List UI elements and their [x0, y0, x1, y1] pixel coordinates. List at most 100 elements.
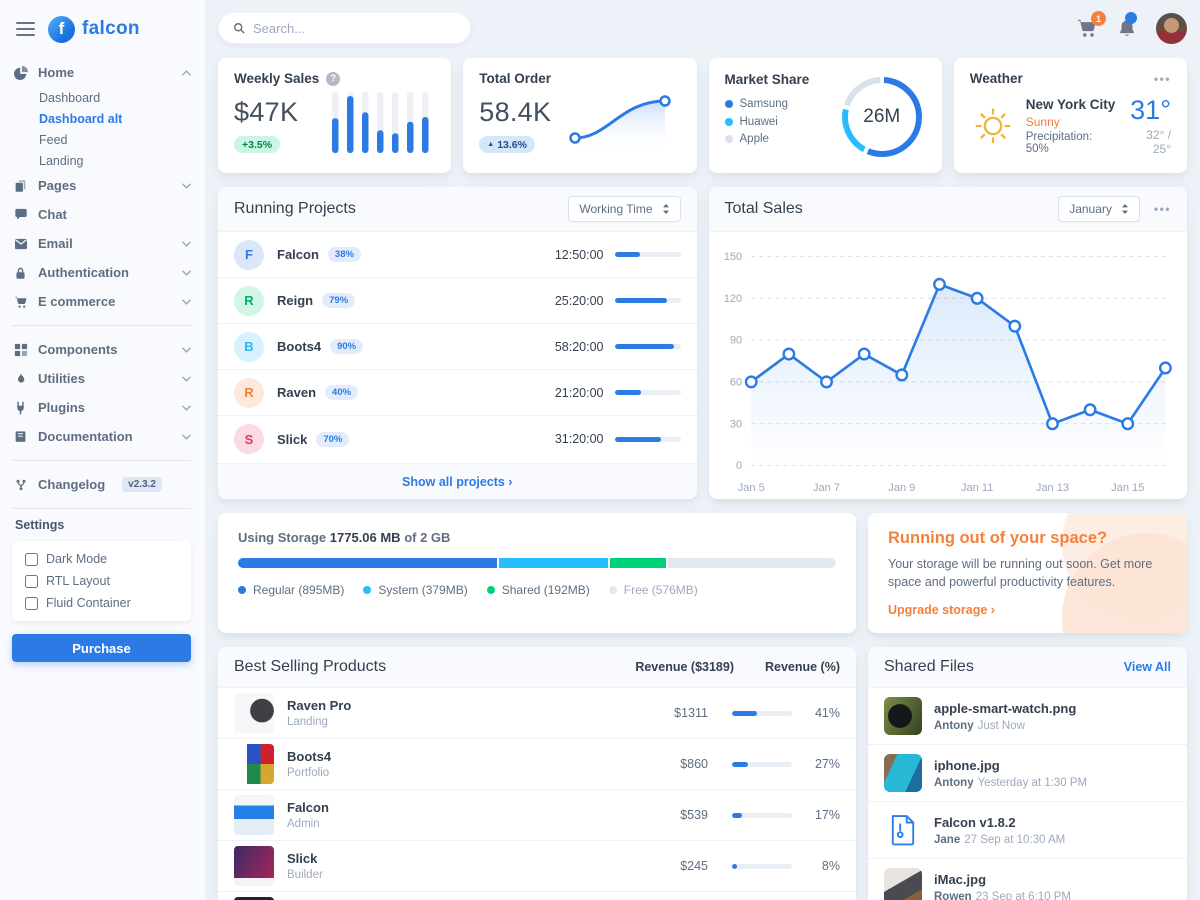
revenue-pct-column-header: Revenue (%) — [764, 660, 840, 674]
show-all-projects-link[interactable]: Show all projects › — [218, 463, 697, 499]
best-selling-title: Best Selling Products — [234, 658, 387, 675]
chart-pie-icon — [12, 65, 29, 80]
dashboard-content: Weekly Sales ? $47K +3.5% Total Order 58… — [218, 56, 1187, 900]
file-item-imac-jpg[interactable]: iMac.jpg Rowen 23 Sep at 6:10 PM — [868, 858, 1187, 900]
project-name[interactable]: Slick — [277, 431, 308, 447]
svg-text:30: 30 — [729, 418, 741, 430]
project-time: 25:20:00 — [554, 293, 604, 308]
sidebar-item-e-commerce[interactable]: E commerce — [12, 287, 191, 316]
weekly-sales-title: Weekly Sales — [234, 71, 320, 86]
sidebar-item-home[interactable]: Home — [12, 58, 191, 87]
total-order-badge: ▲ 13.6% — [479, 136, 535, 153]
file-name[interactable]: apple-smart-watch.png — [934, 700, 1077, 716]
select-arrows-icon — [662, 204, 669, 214]
product-name[interactable]: Boots4 — [287, 749, 332, 764]
sidebar-item-documentation[interactable]: Documentation — [12, 422, 191, 451]
setting-dark-mode[interactable]: Dark Mode — [25, 552, 178, 566]
legend-dot — [486, 586, 495, 594]
sidebar-item-label: Authentication — [38, 265, 129, 280]
view-all-link[interactable]: View All — [1123, 660, 1171, 674]
sidebar-item-dashboard[interactable]: Dashboard — [39, 90, 101, 105]
weather-title: Weather — [969, 71, 1023, 86]
sidebar-item-chat[interactable]: Chat — [12, 200, 191, 229]
project-progress-badge: 40% — [325, 385, 359, 400]
legend-dot — [608, 586, 617, 594]
sidebar-item-changelog[interactable]: Changelog v2.3.2 — [12, 470, 191, 499]
dark-mode-checkbox[interactable] — [25, 552, 38, 566]
product-name[interactable]: Raven Pro — [287, 698, 352, 713]
purchase-button[interactable]: Purchase — [12, 634, 191, 662]
sidebar-item-label: Plugins — [38, 400, 85, 415]
help-icon[interactable]: ? — [326, 71, 341, 86]
sidebar-item-dashboard-alt[interactable]: Dashboard alt — [39, 111, 123, 126]
legend-label: System (379MB) — [378, 583, 468, 597]
project-progress-bar — [614, 252, 681, 257]
file-user: Jane — [934, 833, 961, 846]
sidebar-item-components[interactable]: Components — [12, 335, 191, 364]
file-item-apple-smart-watch-png[interactable]: apple-smart-watch.png Antony Just Now — [868, 688, 1187, 744]
sidebar-item-plugins[interactable]: Plugins — [12, 393, 191, 422]
sidebar-item-label: Components — [38, 342, 118, 357]
fluid-container-checkbox[interactable] — [25, 596, 38, 610]
sidebar-item-utilities[interactable]: Utilities — [12, 364, 191, 393]
notifications-button[interactable] — [1117, 11, 1137, 39]
brand-logo[interactable]: f falcon — [48, 15, 140, 43]
sidebar-item-landing[interactable]: Landing — [39, 153, 84, 168]
setting-rtl-layout[interactable]: RTL Layout — [25, 574, 178, 588]
working-time-select[interactable]: Working Time — [568, 196, 681, 222]
cart-icon — [12, 295, 29, 309]
file-thumbnail — [884, 754, 922, 792]
market-share-legend: Samsung Huawei Apple — [724, 98, 838, 145]
chevron-down-icon — [182, 375, 191, 382]
book-icon — [12, 430, 29, 444]
product-category: Admin — [287, 818, 320, 830]
project-time: 12:50:00 — [554, 247, 604, 262]
project-name[interactable]: Falcon — [277, 247, 319, 262]
projects-list: F Falcon 38% 12:50:00 R Reign 79% 25:20:00 B Boot… — [218, 232, 697, 463]
sidebar-item-feed[interactable]: Feed — [39, 132, 68, 147]
search-box — [218, 12, 471, 44]
products-list: Raven Pro Landing $1311 41% Boots4 Portfolio $… — [218, 688, 856, 900]
svg-text:90: 90 — [729, 335, 741, 347]
file-user: Rowen — [934, 890, 972, 900]
chevron-up-icon — [182, 69, 191, 76]
project-name[interactable]: Boots4 — [277, 339, 322, 354]
running-projects-title: Running Projects — [234, 200, 356, 217]
file-time: 23 Sep at 6:10 PM — [975, 890, 1071, 900]
search-input[interactable] — [253, 20, 456, 36]
product-name[interactable]: Falcon — [287, 800, 329, 815]
project-name[interactable]: Raven — [277, 385, 317, 400]
svg-text:Jan 5: Jan 5 — [737, 482, 764, 494]
settings-heading: Settings — [15, 518, 65, 532]
product-name[interactable]: Slick — [287, 851, 318, 866]
file-name[interactable]: iMac.jpg — [934, 871, 987, 887]
product-revenue-pct: 41% — [814, 706, 840, 720]
project-progress-badge: 79% — [322, 293, 356, 308]
select-arrows-icon — [1121, 204, 1128, 214]
user-avatar[interactable] — [1156, 12, 1187, 44]
hamburger-menu-icon[interactable] — [16, 21, 35, 37]
file-user: Antony — [934, 776, 974, 789]
sidebar-item-pages[interactable]: Pages — [12, 171, 191, 200]
more-icon[interactable]: ••• — [1153, 71, 1171, 86]
shared-files-card: Shared Files View All apple-smart-watch.… — [868, 647, 1187, 900]
project-progress-badge: 38% — [327, 247, 361, 262]
rtl-layout-checkbox[interactable] — [25, 574, 38, 588]
weather-precipitation: Precipitation: 50% — [1025, 130, 1093, 155]
upgrade-storage-link[interactable]: Upgrade storage › — [888, 603, 995, 618]
product-price: $860 — [680, 757, 708, 771]
cart-button[interactable]: 1 — [1076, 11, 1106, 39]
sidebar-item-email[interactable]: Email — [12, 229, 191, 258]
promo-title: Running out of your space? — [888, 529, 1108, 547]
file-item-falcon-v1-8-2[interactable]: Falcon v1.8.2 Jane 27 Sep at 10:30 AM — [868, 801, 1187, 858]
file-name[interactable]: iphone.jpg — [934, 757, 1000, 773]
file-item-iphone-jpg[interactable]: iphone.jpg Antony Yesterday at 1:30 PM — [868, 744, 1187, 801]
search-icon — [233, 22, 245, 34]
sidebar-item-authentication[interactable]: Authentication — [12, 258, 191, 287]
setting-fluid-container[interactable]: Fluid Container — [25, 596, 178, 610]
month-select[interactable]: January — [1058, 196, 1140, 222]
storage-segment-system — [498, 558, 609, 568]
file-name[interactable]: Falcon v1.8.2 — [934, 814, 1016, 830]
project-name[interactable]: Reign — [277, 293, 314, 308]
more-icon[interactable]: ••• — [1153, 202, 1171, 216]
